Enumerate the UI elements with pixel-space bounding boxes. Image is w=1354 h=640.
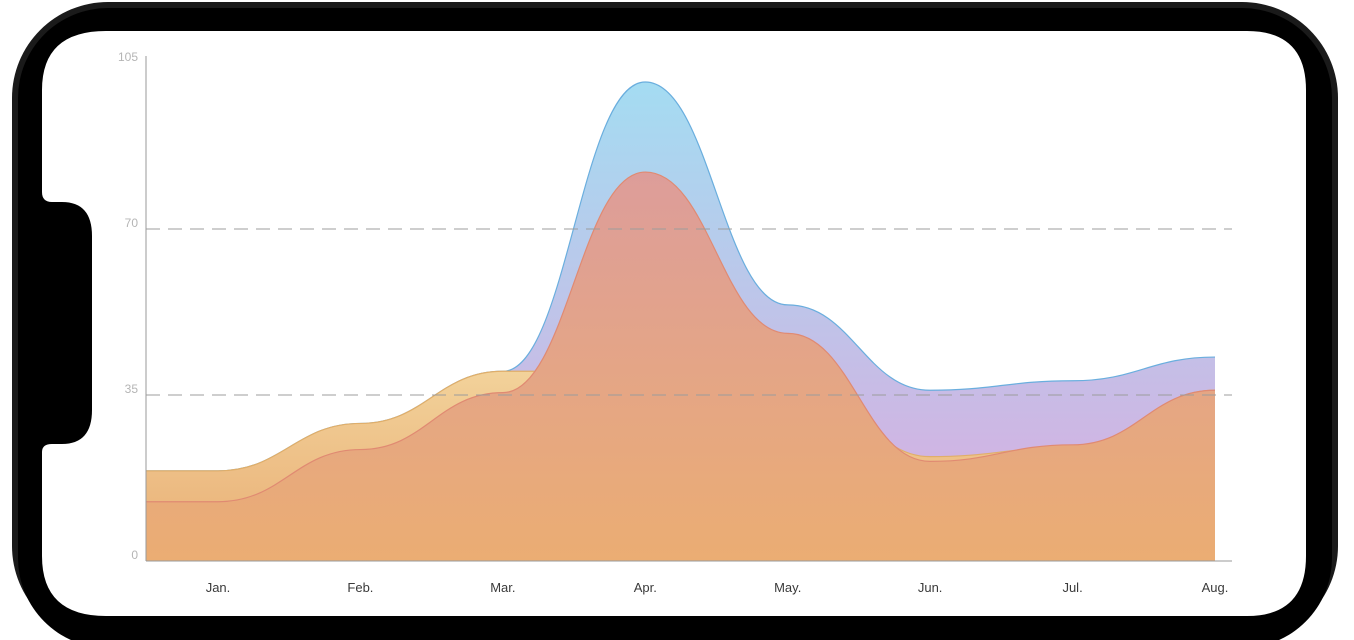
series-2-area	[146, 172, 1215, 561]
x-tick-label: May.	[774, 580, 801, 595]
x-tick-label: Jun.	[918, 580, 943, 595]
y-tick-label: 70	[125, 216, 139, 230]
series-2-line	[146, 171, 1216, 503]
x-tick-label: Feb.	[347, 580, 373, 595]
x-tick-label: Apr.	[634, 580, 657, 595]
x-tick-label: Mar.	[490, 580, 515, 595]
x-tick-label: Jul.	[1062, 580, 1082, 595]
x-tick-label: Jan.	[206, 580, 231, 595]
y-tick-label: 105	[118, 50, 138, 64]
y-tick-label: 0	[131, 548, 138, 562]
y-tick-label: 35	[125, 382, 139, 396]
x-tick-label: Aug.	[1202, 580, 1229, 595]
